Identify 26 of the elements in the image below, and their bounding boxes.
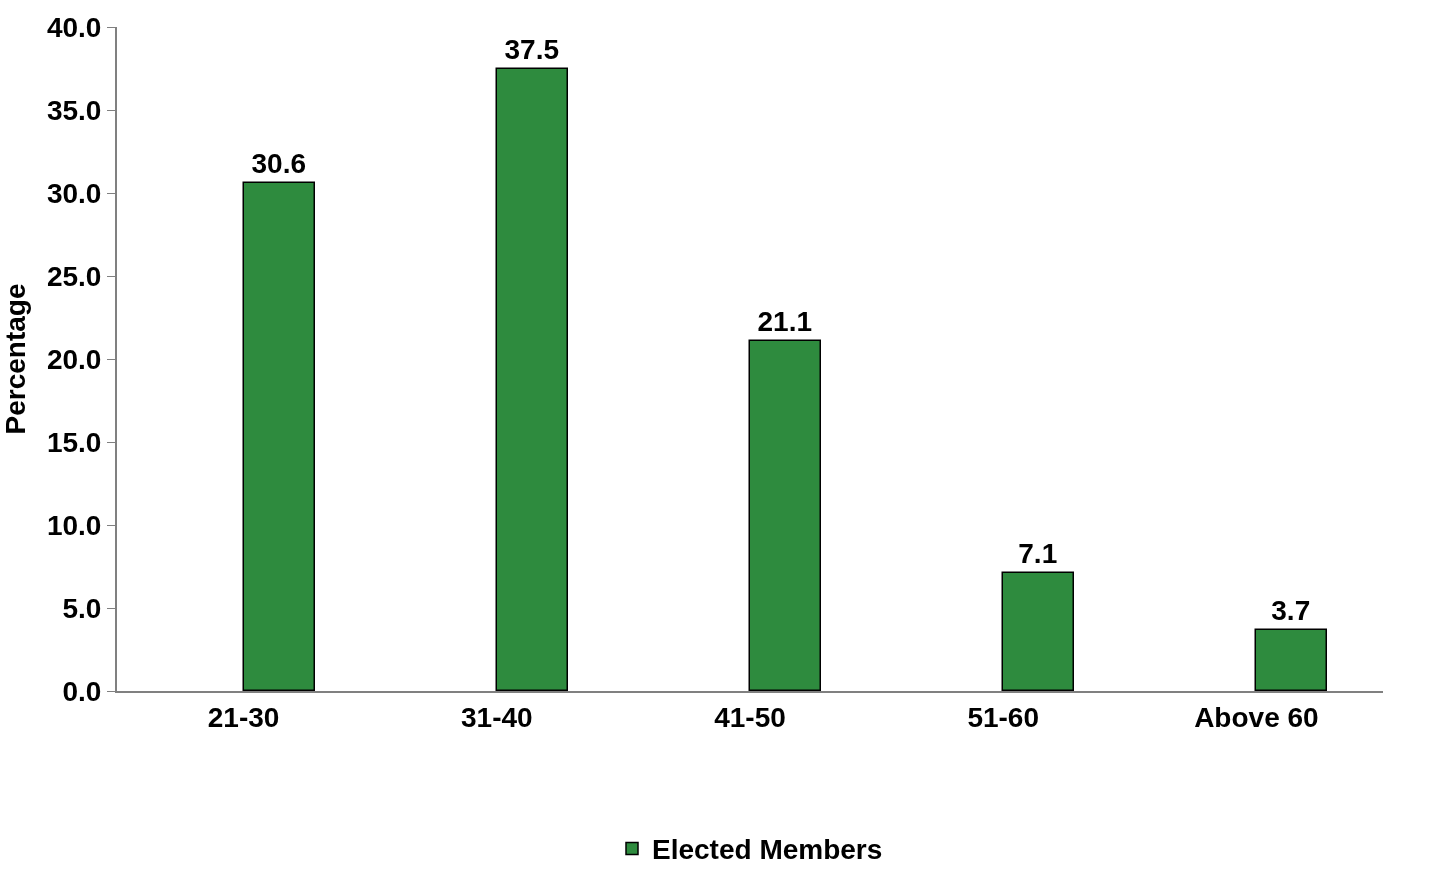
y-tick-label: 10.0 (46, 509, 102, 541)
bar (748, 339, 821, 691)
data-label: 3.7 (1271, 595, 1311, 627)
data-label: 30.6 (251, 148, 306, 180)
bar (1001, 571, 1074, 691)
y-axis-title: Percentage (0, 283, 31, 435)
y-tick-label: 15.0 (46, 426, 102, 458)
y-tick-label: 30.0 (46, 177, 102, 209)
y-tick-label: 20.0 (46, 343, 102, 375)
x-tick-label: 31-40 (460, 701, 533, 733)
data-label: 7.1 (1018, 538, 1058, 570)
x-tick-label: 21-30 (207, 701, 280, 733)
legend-label: Elected Members (652, 834, 883, 866)
y-tick-label: 0.0 (62, 675, 102, 707)
y-tick-label: 35.0 (46, 94, 102, 126)
bar (495, 67, 568, 691)
data-label: 37.5 (504, 34, 559, 66)
x-tick-label: 41-50 (714, 701, 786, 733)
y-tick-label: 25.0 (46, 260, 102, 292)
bar (242, 181, 315, 691)
x-tick-label: Above 60 (1194, 701, 1319, 733)
bar (1254, 628, 1327, 691)
y-tick-label: 40.0 (46, 11, 102, 43)
x-tick-label: 51-60 (967, 701, 1040, 733)
data-label: 21.1 (757, 306, 812, 338)
y-tick-label: 5.0 (62, 592, 102, 624)
